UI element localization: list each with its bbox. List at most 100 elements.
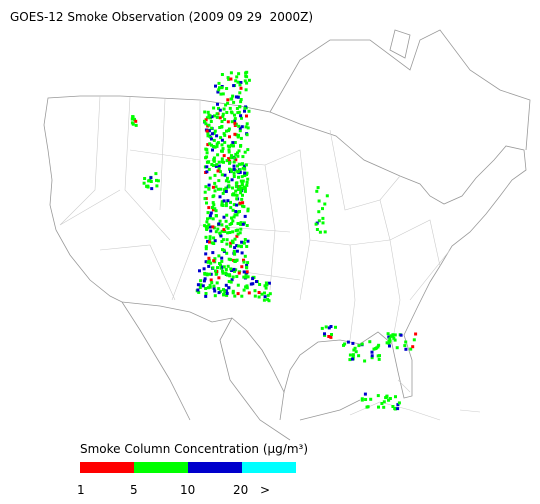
smoke-pixel: [235, 249, 239, 253]
smoke-pixel: [223, 188, 227, 192]
smoke-pixel: [211, 266, 215, 270]
smoke-pixel: [212, 236, 216, 240]
smoke-pixel: [314, 222, 318, 226]
smoke-pixel: [246, 209, 250, 213]
smoke-pixel: [370, 356, 374, 360]
smoke-pixel: [238, 201, 242, 205]
smoke-pixel: [377, 357, 381, 361]
smoke-pixel: [236, 283, 240, 287]
smoke-pixel: [370, 354, 374, 358]
smoke-pixel: [220, 73, 224, 76]
smoke-pixel: [216, 153, 220, 157]
smoke-pixel: [265, 283, 269, 287]
smoke-pixel: [236, 95, 240, 99]
smoke-pixel: [220, 173, 224, 177]
smoke-pixel: [240, 183, 244, 187]
smoke-pixel: [214, 272, 218, 276]
smoke-pixel: [131, 122, 135, 126]
smoke-pixel: [239, 221, 243, 225]
smoke-pixel: [246, 177, 250, 181]
smoke-pixel: [230, 154, 233, 158]
smoke-pixel: [205, 201, 208, 205]
smoke-pixel: [240, 265, 244, 269]
smoke-pixel: [208, 142, 212, 146]
smoke-pixel: [351, 341, 355, 345]
smoke-pixel: [235, 275, 239, 278]
smoke-pixel: [208, 235, 212, 239]
smoke-pixel: [211, 145, 215, 148]
smoke-pixel: [199, 283, 203, 287]
smoke-pixel: [213, 289, 217, 293]
smoke-pixel: [238, 170, 242, 174]
smoke-pixel: [391, 334, 395, 338]
smoke-pixel: [368, 340, 372, 344]
smoke-pixel: [263, 295, 267, 299]
smoke-pixel: [229, 97, 233, 101]
smoke-pixel: [239, 227, 243, 231]
smoke-pixel: [230, 168, 234, 172]
smoke-pixel: [215, 112, 219, 116]
smoke-pixel: [197, 290, 201, 294]
smoke-pixel: [218, 86, 221, 90]
smoke-pixel: [224, 190, 228, 193]
smoke-pixel: [204, 252, 208, 256]
smoke-pixel: [243, 171, 247, 175]
smoke-pixel: [224, 188, 228, 192]
smoke-pixel: [204, 245, 208, 249]
smoke-pixel: [213, 239, 217, 243]
smoke-pixel: [208, 237, 212, 241]
smoke-pixel: [225, 159, 229, 163]
legend-swatch: [242, 462, 296, 473]
smoke-pixel: [222, 293, 225, 297]
smoke-pixel: [233, 121, 237, 125]
smoke-pixel: [227, 157, 231, 161]
smoke-pixel: [239, 86, 243, 90]
smoke-pixel: [217, 291, 221, 295]
smoke-pixel: [219, 266, 223, 270]
smoke-pixel: [235, 75, 239, 79]
smoke-pixel: [145, 184, 149, 188]
smoke-pixel: [221, 271, 225, 275]
smoke-pixel: [224, 219, 228, 223]
smoke-pixel: [245, 245, 249, 248]
smoke-pixel: [198, 286, 202, 289]
smoke-pixel: [223, 140, 227, 144]
smoke-pixel: [219, 289, 223, 293]
smoke-pixel: [218, 231, 222, 235]
smoke-pixel: [224, 268, 228, 271]
smoke-pixel: [411, 345, 415, 349]
smoke-pixel: [385, 394, 389, 398]
smoke-pixel: [217, 222, 221, 226]
smoke-layer: [130, 70, 418, 411]
smoke-pixel: [134, 123, 138, 127]
smoke-pixel: [348, 358, 352, 362]
smoke-pixel: [230, 239, 234, 243]
smoke-pixel: [205, 165, 209, 169]
smoke-pixel: [203, 272, 207, 276]
smoke-pixel: [221, 238, 225, 242]
smoke-pixel: [228, 135, 231, 139]
smoke-pixel: [360, 342, 364, 346]
smoke-pixel: [220, 160, 224, 164]
smoke-pixel: [357, 354, 361, 358]
smoke-pixel: [372, 347, 376, 351]
smoke-pixel: [143, 177, 147, 180]
smoke-pixel: [213, 173, 217, 177]
smoke-pixel: [391, 405, 395, 408]
smoke-pixel: [210, 241, 214, 245]
smoke-pixel: [230, 216, 233, 220]
smoke-pixel: [205, 148, 209, 152]
smoke-pixel: [219, 136, 223, 140]
smoke-pixel: [225, 251, 229, 255]
smoke-pixel: [205, 151, 209, 155]
smoke-pixel: [204, 185, 208, 189]
smoke-pixel: [196, 288, 200, 292]
smoke-pixel: [232, 84, 236, 88]
smoke-pixel: [211, 201, 215, 205]
smoke-pixel: [229, 77, 233, 81]
smoke-pixel: [204, 292, 208, 295]
smoke-pixel: [220, 256, 224, 260]
smoke-pixel: [222, 199, 226, 203]
legend-label: >: [260, 483, 270, 497]
smoke-pixel: [323, 230, 327, 234]
